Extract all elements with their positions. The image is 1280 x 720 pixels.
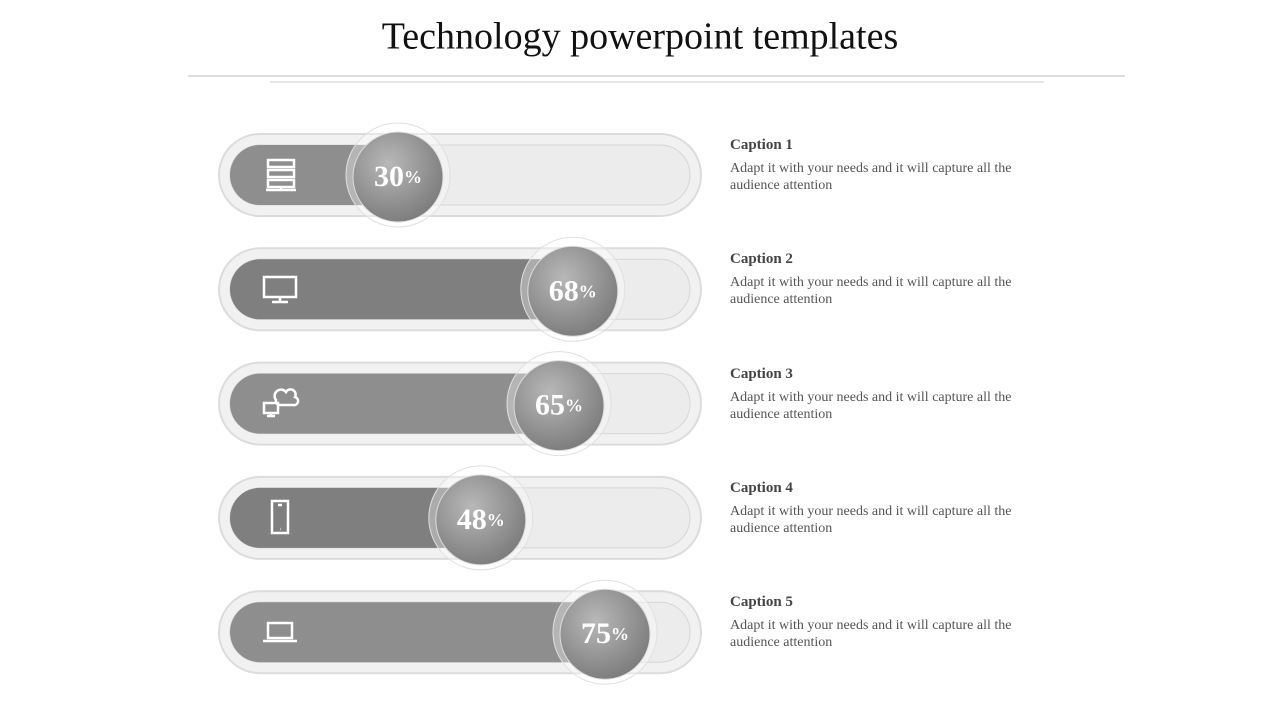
icon bbox=[270, 499, 290, 535]
caption-block: Caption 4 Adapt it with your needs and it… bbox=[730, 480, 1050, 537]
caption-text: Adapt it with your needs and it will cap… bbox=[730, 275, 1012, 308]
caption-text: Adapt it with your needs and it will cap… bbox=[730, 618, 1012, 651]
icon bbox=[266, 158, 296, 192]
caption-block: Caption 2 Adapt it with your needs and it… bbox=[730, 251, 1050, 308]
percent-unit: % bbox=[487, 510, 505, 530]
percent-value: 68 bbox=[549, 274, 579, 307]
progress-fill bbox=[230, 259, 573, 320]
caption-title: Caption 1 bbox=[730, 137, 793, 153]
caption-block: Caption 3 Adapt it with your needs and it… bbox=[730, 366, 1050, 423]
percent-value: 30 bbox=[374, 160, 404, 193]
caption-title: Caption 4 bbox=[730, 479, 793, 496]
percent-value: 65 bbox=[535, 388, 565, 421]
percent-label: 68% bbox=[549, 274, 597, 307]
caption-title: Caption 2 bbox=[730, 251, 793, 268]
icon bbox=[263, 621, 297, 643]
percent-label: 75% bbox=[581, 617, 629, 650]
progress-row: 30% bbox=[218, 122, 702, 228]
percent-label: 30% bbox=[374, 160, 422, 193]
icon bbox=[262, 388, 300, 418]
knob bbox=[513, 360, 605, 452]
knob bbox=[352, 131, 444, 223]
percent-unit: % bbox=[579, 281, 597, 301]
progress-row: 75% bbox=[218, 579, 702, 685]
progress-fill bbox=[230, 487, 481, 548]
percent-unit: % bbox=[404, 167, 422, 187]
progress-row: 65% bbox=[218, 351, 702, 457]
percent-label: 48% bbox=[457, 503, 505, 536]
knob bbox=[527, 245, 619, 337]
percent-label: 65% bbox=[535, 388, 583, 421]
caption-title: Caption 5 bbox=[730, 594, 793, 611]
caption-text: Adapt it with your needs and it will cap… bbox=[730, 503, 1012, 536]
caption-text: Adapt it with your needs and it will cap… bbox=[730, 161, 1012, 193]
knob bbox=[559, 588, 651, 680]
knob bbox=[435, 474, 527, 566]
caption-text: Adapt it with your needs and it will cap… bbox=[730, 389, 1012, 422]
progress-fill bbox=[230, 602, 605, 663]
progress-fill bbox=[230, 373, 559, 434]
progress-row: 68% bbox=[218, 236, 702, 342]
percent-unit: % bbox=[611, 624, 629, 644]
percent-value: 48 bbox=[457, 503, 487, 536]
caption-title: Caption 3 bbox=[730, 365, 793, 382]
progress-row: 48% bbox=[218, 465, 702, 571]
icon bbox=[262, 275, 298, 304]
caption-block: Caption 5 Adapt it with your needs and it… bbox=[730, 594, 1050, 651]
title: Technology powerpoint templates bbox=[382, 16, 899, 58]
rows: 30%68%65%48%75% bbox=[218, 122, 702, 685]
caption-block: Caption 1 Adapt it with your needs and it… bbox=[730, 137, 1050, 194]
percent-value: 75 bbox=[581, 617, 611, 650]
percent-unit: % bbox=[565, 396, 583, 416]
